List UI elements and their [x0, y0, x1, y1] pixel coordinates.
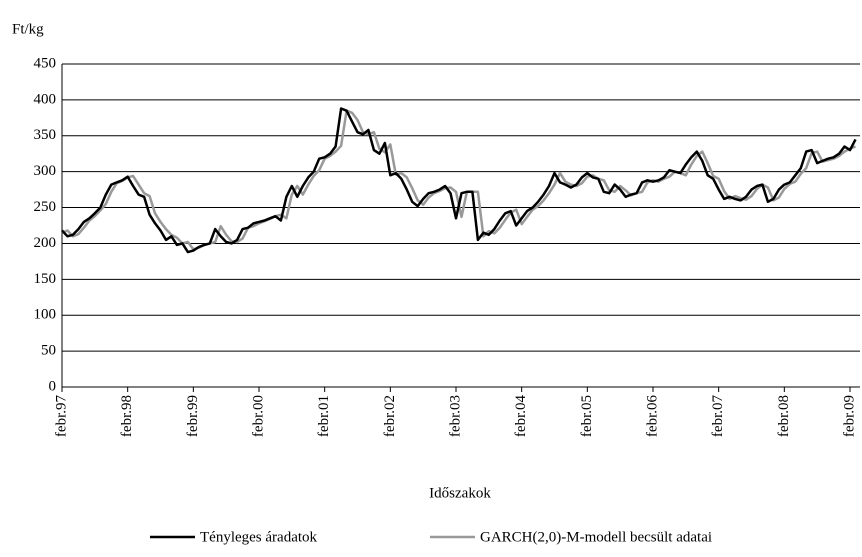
y-axis-label: Ft/kg — [12, 21, 44, 37]
x-tick-label: febr.09 — [841, 395, 857, 437]
x-tick-label: febr.05 — [579, 395, 595, 437]
x-tick-label: febr.03 — [447, 395, 463, 437]
x-tick-label: febr.04 — [513, 395, 529, 438]
series-line — [61, 107, 857, 254]
y-tick-label: 450 — [34, 55, 57, 71]
x-tick-label: febr.06 — [644, 395, 660, 438]
y-tick-label: 0 — [49, 378, 57, 394]
x-tick-label: febr.07 — [710, 395, 726, 438]
series-line — [61, 109, 856, 251]
y-tick-label: 400 — [34, 91, 57, 107]
x-tick-label: febr.01 — [316, 395, 332, 437]
x-tick-label: febr.97 — [53, 395, 69, 438]
y-tick-label: 200 — [34, 235, 57, 251]
x-tick-label: febr.08 — [776, 395, 792, 437]
y-tick-label: 150 — [34, 271, 57, 287]
x-tick-label: febr.02 — [382, 395, 398, 437]
y-tick-label: 350 — [34, 127, 57, 143]
y-tick-label: 250 — [34, 199, 57, 215]
y-tick-label: 100 — [34, 307, 57, 323]
x-tick-label: febr.00 — [250, 395, 266, 437]
x-axis-label: Időszakok — [429, 485, 491, 501]
legend-label: GARCH(2,0)-M-modell becsült adatai — [480, 529, 712, 545]
x-tick-label: febr.99 — [185, 395, 201, 437]
y-tick-label: 50 — [41, 343, 56, 359]
y-tick-label: 300 — [34, 163, 57, 179]
x-tick-label: febr.98 — [119, 395, 135, 437]
legend-label: Tényleges áradatok — [200, 529, 318, 545]
